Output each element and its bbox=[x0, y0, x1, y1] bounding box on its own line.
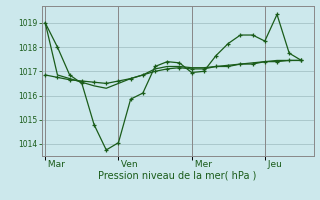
X-axis label: Pression niveau de la mer( hPa ): Pression niveau de la mer( hPa ) bbox=[99, 171, 257, 181]
